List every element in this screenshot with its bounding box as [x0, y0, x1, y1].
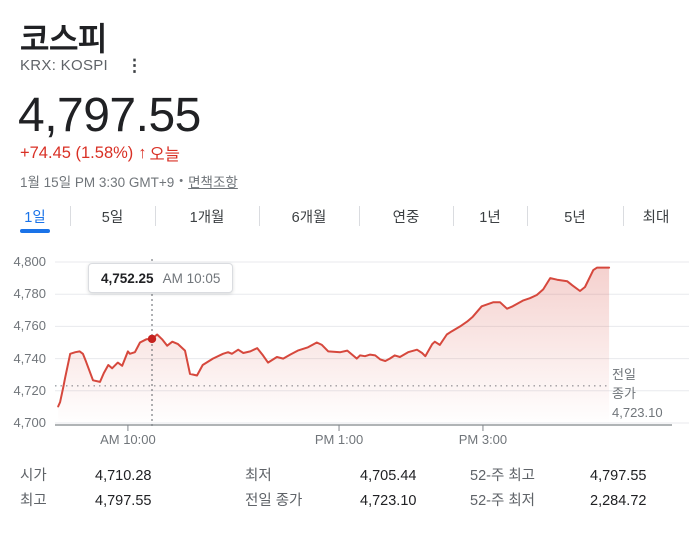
- stat-label: 최저: [245, 468, 272, 484]
- page-title: 코스피: [20, 21, 107, 57]
- stat-value: 4,797.55: [590, 468, 647, 484]
- y-tick-label: 4,740: [13, 350, 46, 366]
- chart-tooltip: 4,752.25 AM 10:05: [88, 263, 234, 293]
- y-tick-label: 4,780: [13, 286, 46, 302]
- tab-1개월[interactable]: 1개월: [155, 199, 259, 233]
- stat-label: 최고: [20, 493, 47, 509]
- tab-최대[interactable]: 최대: [623, 199, 689, 233]
- x-tick-label: AM 10:00: [100, 432, 156, 447]
- stat-label: 52-주 최고: [470, 468, 536, 484]
- up-arrow-icon: ↑: [138, 143, 147, 162]
- y-tick-label: 4,700: [13, 415, 46, 430]
- prev-close-line: 전일: [612, 367, 636, 382]
- quote-timestamp: 1월 15일 PM 3:30 GMT+9: [20, 175, 175, 190]
- tab-1년[interactable]: 1년: [453, 199, 527, 233]
- chart-line: [57, 266, 611, 408]
- tab-5일[interactable]: 5일: [70, 199, 155, 233]
- stat-label: 52-주 최저: [470, 493, 536, 509]
- stat-value: 4,710.28: [95, 468, 152, 484]
- tab-6개월[interactable]: 6개월: [259, 199, 359, 233]
- stat-value: 2,284.72: [590, 493, 647, 509]
- exchange-ticker: KRX: KOSPI: [20, 57, 109, 74]
- crosshair-dot: [147, 334, 157, 344]
- disclaimer-link[interactable]: 면책조항: [188, 175, 238, 190]
- prev-close-line: 4,723.10: [612, 405, 663, 420]
- stat-label: 시가: [20, 468, 47, 484]
- stat-value: 4,797.55: [95, 493, 152, 509]
- kebab-menu-icon[interactable]: ⋮: [126, 56, 144, 75]
- dot-separator: •: [179, 175, 184, 187]
- chart-area-fill: [58, 267, 610, 425]
- tooltip-time: AM 10:05: [162, 270, 221, 286]
- change-period-label: 오늘: [149, 146, 180, 164]
- price-change: +74.45 (1.58%): [20, 143, 134, 162]
- x-tick-label: PM 1:00: [314, 432, 364, 447]
- price-change-row: +74.45 (1.58%) ↑ 오늘: [20, 141, 180, 165]
- y-tick-label: 4,760: [13, 318, 46, 334]
- tooltip-value: 4,752.25: [101, 270, 154, 286]
- stat-value: 4,723.10: [360, 493, 417, 509]
- tab-연중[interactable]: 연중: [359, 199, 453, 233]
- stat-value: 4,705.44: [360, 468, 417, 484]
- y-tick-label: 4,720: [13, 382, 46, 398]
- time-range-tabs: 1일 5일 1개월 6개월 연중 1년 5년 최대: [0, 199, 689, 233]
- tab-5년[interactable]: 5년: [527, 199, 623, 233]
- price-chart[interactable]: [55, 255, 689, 433]
- tab-1일[interactable]: 1일: [0, 199, 70, 233]
- x-tick-label: PM 3:00: [458, 432, 508, 447]
- stat-label: 전일 종가: [245, 493, 303, 509]
- current-price: 4,797.55: [18, 89, 201, 142]
- prev-close-line: 종가: [612, 386, 636, 401]
- y-tick-label: 4,800: [13, 254, 46, 269]
